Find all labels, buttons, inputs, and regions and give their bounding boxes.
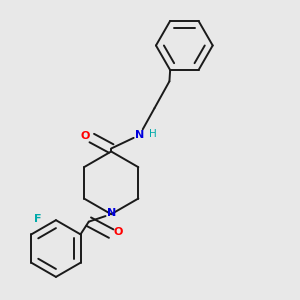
Text: N: N [135,130,144,140]
Text: O: O [114,227,123,237]
Text: O: O [80,131,90,141]
Text: N: N [106,208,116,218]
Text: H: H [149,129,157,139]
Text: F: F [34,214,42,224]
